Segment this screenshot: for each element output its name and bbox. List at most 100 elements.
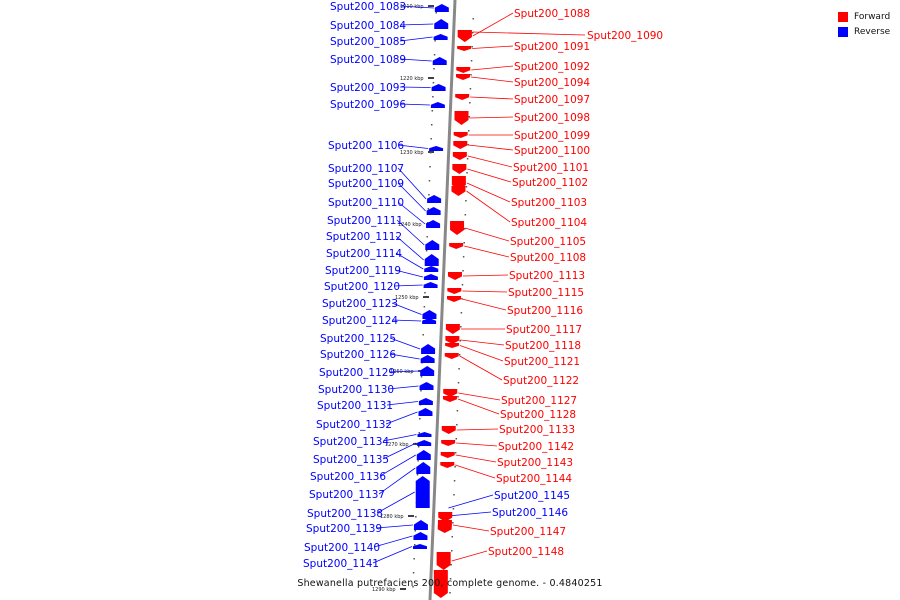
kbp-tick-label: 1220 kbp	[400, 76, 424, 82]
feature-dot	[432, 82, 435, 84]
reverse-gene-arrow	[424, 266, 439, 272]
reverse-gene-arrow	[427, 195, 442, 203]
feature-dot	[435, 12, 438, 14]
reverse-connector	[386, 401, 418, 406]
reverse-gene-label: Sput200_1146	[492, 507, 568, 519]
reverse-connector	[448, 511, 492, 517]
reverse-connector	[395, 252, 424, 270]
forward-gene-label: Sput200_1108	[510, 252, 586, 264]
feature-dot	[461, 298, 463, 300]
reverse-connector	[399, 23, 434, 26]
feature-dot	[414, 530, 417, 532]
reverse-connector	[399, 103, 430, 106]
reverse-gene-arrow	[431, 84, 446, 91]
reverse-gene-label: Sput200_1125	[320, 333, 396, 345]
reverse-gene-label: Sput200_1126	[320, 349, 396, 361]
reverse-connector	[376, 491, 415, 514]
reverse-connector	[399, 86, 431, 88]
reverse-gene-label: Sput200_1140	[304, 542, 380, 554]
forward-gene-label: Sput200_1143	[497, 457, 573, 469]
feature-dot	[420, 390, 422, 392]
reverse-gene-label: Sput200_1111	[327, 215, 403, 227]
feature-dot	[467, 144, 469, 146]
kbp-tick-label: 1290 kbp	[372, 587, 396, 593]
forward-connector	[466, 190, 511, 223]
kbp-tick-label: 1230 kbp	[400, 150, 424, 156]
reverse-connector	[382, 442, 417, 460]
reverse-gene-arrow	[422, 318, 437, 324]
forward-gene-label: Sput200_1113	[509, 270, 585, 282]
reverse-gene-label: Sput200_1106	[328, 140, 404, 152]
forward-gene-label: Sput200_1115	[508, 287, 584, 299]
forward-gene-arrow	[445, 324, 460, 334]
forward-connector	[452, 524, 490, 532]
reverse-gene-arrow	[418, 408, 433, 416]
reverse-gene-label: Sput200_1114	[326, 248, 402, 260]
forward-connector	[472, 45, 514, 49]
feature-dot	[453, 480, 456, 482]
gene-labels: Sput200_1083 Sput200_1084 Sput200_1085 Sput…	[303, 1, 663, 570]
reverse-gene-label: Sput200_1139	[306, 523, 382, 535]
reverse-connector	[389, 353, 420, 360]
forward-gene-arrow	[444, 353, 459, 359]
forward-connector	[462, 274, 509, 277]
forward-connector	[471, 65, 514, 71]
reverse-connector	[385, 411, 418, 425]
forward-gene-arrow	[452, 164, 467, 174]
feature-dot	[419, 418, 421, 420]
forward-gene-label: Sput200_1101	[513, 162, 589, 174]
feature-dot	[418, 432, 421, 434]
reverse-connector	[397, 167, 427, 200]
forward-gene-arrow	[436, 552, 451, 570]
forward-gene-arrow	[438, 512, 453, 522]
forward-connector	[459, 355, 503, 381]
forward-gene-label: Sput200_1100	[514, 145, 590, 157]
feature-dot	[433, 68, 435, 70]
feature-dot	[457, 382, 460, 384]
reverse-gene-arrow	[424, 254, 439, 266]
forward-connector	[459, 345, 504, 362]
forward-gene-label: Sput200_1102	[512, 177, 588, 189]
reverse-connector	[379, 454, 416, 477]
feature-dot	[452, 508, 455, 510]
reverse-gene-label: Sput200_1083	[330, 1, 406, 13]
reverse-gene-label: Sput200_1138	[307, 508, 383, 520]
feature-dot	[461, 284, 464, 286]
reverse-connector	[397, 182, 426, 212]
forward-connector	[461, 298, 507, 311]
feature-dot	[466, 158, 469, 160]
feature-dot	[453, 494, 455, 496]
feature-dot	[412, 572, 415, 574]
forward-connector	[455, 464, 496, 479]
reverse-gene-label: Sput200_1096	[330, 99, 406, 111]
legend-label-reverse: Reverse	[854, 26, 891, 37]
forward-gene-label: Sput200_1088	[514, 8, 590, 20]
feature-dot	[416, 474, 419, 476]
forward-gene-arrow	[442, 396, 457, 402]
reverse-gene-arrow	[418, 398, 433, 405]
feature-dot	[422, 334, 424, 336]
feature-dot	[459, 340, 461, 342]
reverse-gene-arrow	[426, 207, 441, 215]
reverse-gene-arrow	[417, 432, 432, 437]
feature-dot	[433, 54, 436, 56]
feature-dot	[428, 194, 430, 196]
feature-dot	[454, 466, 456, 468]
reverse-gene-label: Sput200_1120	[324, 281, 400, 293]
forward-gene-arrow	[454, 111, 469, 125]
reverse-connector	[375, 524, 413, 529]
feature-dot	[457, 396, 459, 398]
forward-gene-arrow	[453, 141, 468, 149]
forward-connector	[466, 182, 511, 203]
forward-gene-label: Sput200_1099	[514, 130, 590, 142]
forward-gene-label: Sput200_1118	[505, 340, 581, 352]
forward-connector	[467, 155, 513, 168]
reverse-gene-label: Sput200_1130	[318, 384, 394, 396]
kbp-tick-label: 1250 kbp	[395, 295, 419, 301]
reverse-connector	[448, 494, 494, 509]
reverse-gene-label: Sput200_1136	[310, 471, 386, 483]
feature-dot	[434, 40, 436, 42]
reverse-gene-arrow	[420, 366, 435, 376]
feature-dot	[472, 18, 475, 20]
feature-dot	[464, 214, 467, 216]
